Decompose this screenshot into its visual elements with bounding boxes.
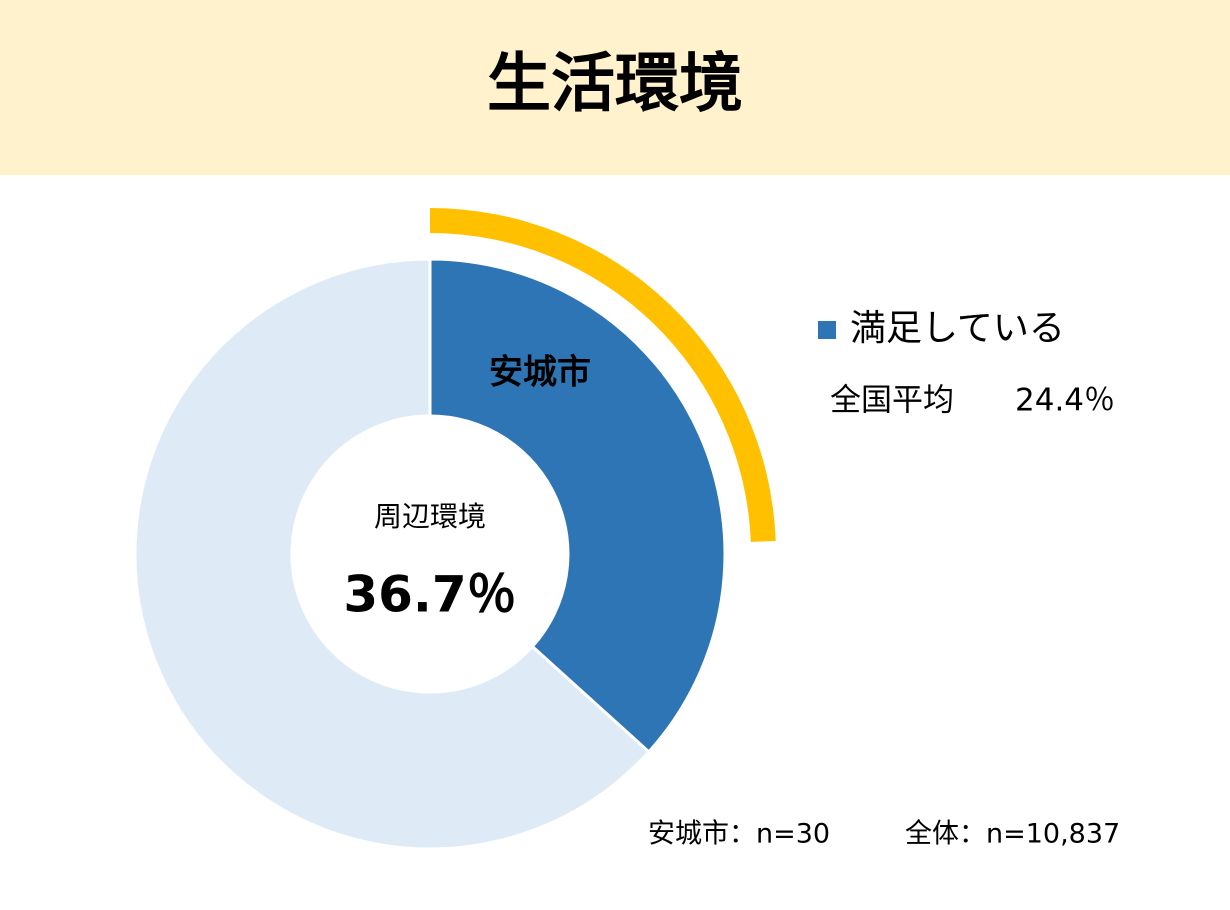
benchmark-value: 24.4％	[1015, 383, 1115, 419]
benchmark-arc	[430, 208, 776, 542]
series-label: 安城市	[489, 353, 591, 393]
sample-note: 安城市：n=30	[648, 819, 830, 850]
donut-segment	[133, 257, 651, 851]
legend-swatch	[818, 321, 836, 339]
page-title: 生活環境	[487, 48, 743, 122]
benchmark-name: 全国平均	[830, 383, 954, 419]
legend-label: 満足している	[850, 308, 1065, 349]
value-label: 36.7％	[343, 566, 516, 624]
donut-segment	[428, 257, 727, 754]
header-band	[0, 0, 1230, 175]
center-label: 周辺環境	[374, 500, 486, 533]
sample-note: 全体：n=10,837	[905, 819, 1120, 850]
